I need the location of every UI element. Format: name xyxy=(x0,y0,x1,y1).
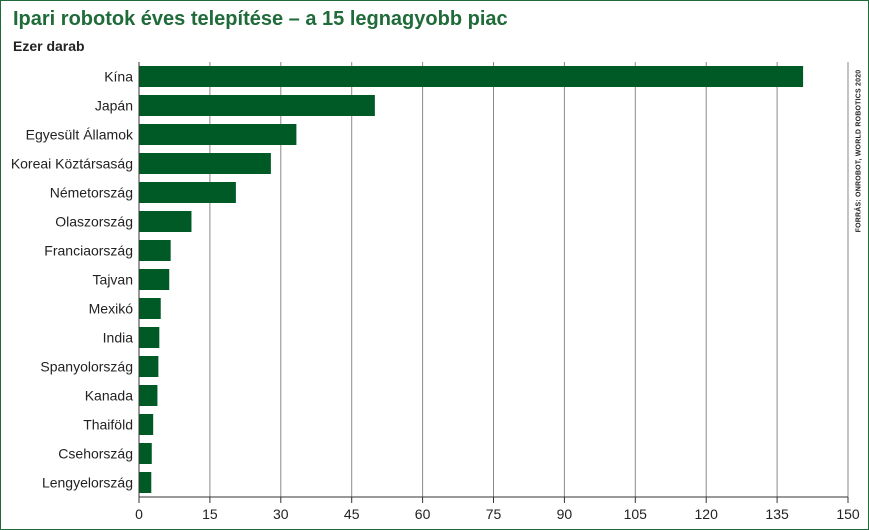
x-tick-label: 0 xyxy=(135,506,143,522)
bar xyxy=(139,182,236,203)
category-label: Kanada xyxy=(85,388,133,404)
bar xyxy=(139,443,152,464)
bar xyxy=(139,385,158,406)
x-tick-label: 135 xyxy=(765,506,789,522)
category-label: Spanyolország xyxy=(40,359,133,375)
category-label: Lengyelország xyxy=(42,475,133,491)
category-label: India xyxy=(103,330,134,346)
category-label: Thaiföld xyxy=(83,417,133,433)
category-label: Franciaország xyxy=(44,243,133,259)
bar xyxy=(139,327,160,348)
x-tick-label: 45 xyxy=(344,506,360,522)
x-tick-label: 30 xyxy=(273,506,289,522)
category-label: Egyesült Államok xyxy=(26,127,134,143)
category-labels: Kína Japán Egyesült Államok Koreai Köztársa… xyxy=(11,69,134,491)
gridlines xyxy=(209,62,849,497)
bar xyxy=(139,356,159,377)
category-label: Koreai Köztársaság xyxy=(11,156,133,172)
category-label: Csehország xyxy=(58,446,133,462)
bar xyxy=(139,240,171,261)
bar xyxy=(139,269,170,290)
x-tick-label: 60 xyxy=(415,506,431,522)
bar xyxy=(139,95,375,116)
chart-subtitle: Ezer darab xyxy=(13,38,85,54)
category-label: Németország xyxy=(50,185,133,201)
bar xyxy=(139,124,297,145)
x-tick-label: 75 xyxy=(486,506,502,522)
x-tick-label: 90 xyxy=(557,506,573,522)
x-tick-label: 15 xyxy=(202,506,218,522)
bar xyxy=(139,153,271,174)
x-axis xyxy=(138,62,849,503)
bar xyxy=(139,414,154,435)
category-label: Mexikó xyxy=(89,301,134,317)
category-label: Tajvan xyxy=(93,272,133,288)
bar xyxy=(139,66,804,87)
bar xyxy=(139,472,152,493)
x-tick-labels: 0 15 30 45 60 75 90 105 120 135 150 xyxy=(135,506,860,522)
chart-title: Ipari robotok éves telepítése – a 15 leg… xyxy=(13,8,508,30)
category-label: Olaszország xyxy=(55,214,133,230)
bar xyxy=(139,298,161,319)
bars xyxy=(139,66,804,493)
category-label: Kína xyxy=(104,69,133,85)
x-tick-label: 105 xyxy=(624,506,648,522)
bar xyxy=(139,211,192,232)
category-label: Japán xyxy=(95,98,133,114)
x-tick-label: 150 xyxy=(836,506,860,522)
x-tick-label: 120 xyxy=(695,506,719,522)
